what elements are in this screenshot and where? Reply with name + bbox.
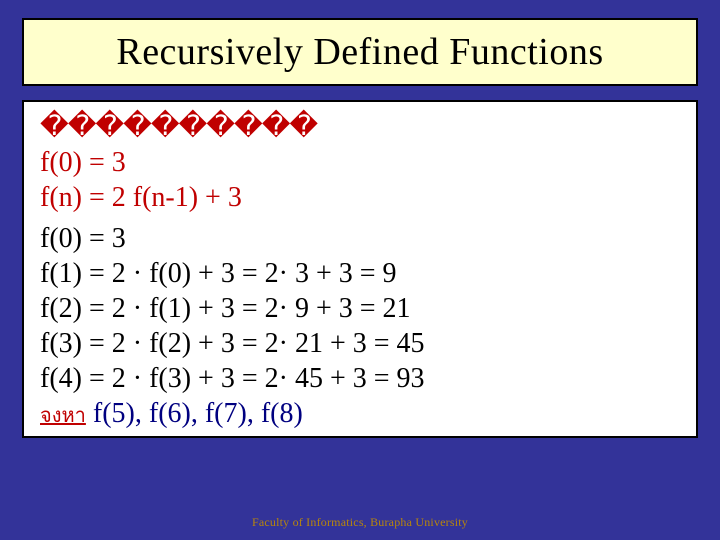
ask-line: จงหา f(5), f(6), f(7), f(8)	[40, 397, 680, 430]
calc-line-1: f(1) = 2 · f(0) + 3 = 2· 3 + 3 = 9	[40, 257, 680, 290]
slide-title: Recursively Defined Functions	[42, 30, 678, 74]
placeholder-boxes: ����������	[40, 112, 680, 141]
definition-line-1: f(0) = 3	[40, 147, 680, 179]
content-box: ���������� f(0) = 3 f(n) = 2 f(n-1) + 3 …	[22, 100, 698, 438]
calc-line-3: f(3) = 2 · f(2) + 3 = 2· 21 + 3 = 45	[40, 327, 680, 360]
slide: Recursively Defined Functions ����������…	[0, 0, 720, 540]
calc-line-0: f(0) = 3	[40, 222, 680, 255]
definition-line-2: f(n) = 2 f(n-1) + 3	[40, 182, 680, 214]
footer-text: Faculty of Informatics, Burapha Universi…	[0, 515, 720, 530]
calc-line-2: f(2) = 2 · f(1) + 3 = 2· 9 + 3 = 21	[40, 292, 680, 325]
calc-line-4: f(4) = 2 · f(3) + 3 = 2· 45 + 3 = 93	[40, 362, 680, 395]
title-box: Recursively Defined Functions	[22, 18, 698, 86]
ask-targets: f(5), f(6), f(7), f(8)	[86, 398, 303, 429]
ask-label: จงหา	[40, 405, 86, 427]
